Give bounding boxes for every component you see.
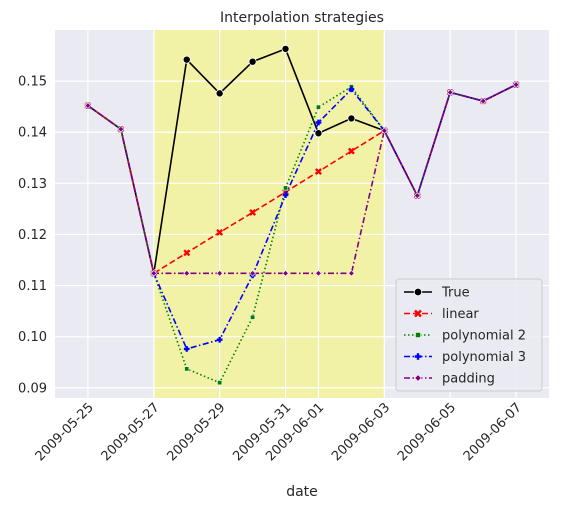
x-axis-label: date	[286, 484, 318, 500]
data-point	[348, 270, 355, 277]
data-point	[215, 89, 224, 98]
data-point	[381, 127, 388, 134]
data-point	[182, 55, 191, 64]
data-point	[314, 129, 323, 138]
data-point	[184, 366, 190, 372]
y-tick-label: 0.12	[18, 228, 47, 243]
data-point	[248, 57, 257, 66]
series-line	[87, 83, 517, 350]
legend-entry: polynomial 2	[442, 329, 526, 344]
data-point	[183, 270, 191, 277]
data-point	[117, 125, 125, 133]
y-tick-label: 0.13	[18, 177, 47, 192]
data-point	[413, 192, 421, 199]
series-layer	[83, 44, 521, 386]
data-point	[446, 89, 454, 96]
x-tick-label: 2009-05-29	[164, 400, 228, 464]
data-point	[415, 332, 421, 338]
y-tick-labels: 0.09 0.10 0.11 0.12 0.13 0.14 0.15	[18, 75, 47, 397]
x-tick-label: 2009-05-27	[99, 400, 163, 464]
data-point	[217, 380, 223, 386]
data-point	[315, 104, 321, 110]
data-point	[512, 81, 520, 88]
x-tick-label: 2009-06-07	[461, 400, 525, 464]
x-tick-label: 2009-06-05	[395, 400, 459, 464]
series-line	[87, 83, 517, 275]
data-point	[249, 209, 257, 216]
data-point	[281, 44, 290, 53]
data-point	[347, 114, 356, 123]
data-point	[249, 270, 256, 277]
data-point	[84, 102, 92, 109]
data-point	[414, 374, 422, 382]
data-point	[315, 119, 322, 126]
data-point	[183, 346, 190, 352]
data-point	[315, 270, 322, 277]
data-point	[283, 185, 289, 191]
data-point	[282, 270, 289, 277]
data-point	[216, 228, 224, 236]
data-point	[347, 147, 355, 155]
legend-entry: True	[441, 286, 470, 301]
legend-entry: linear	[442, 307, 479, 322]
legend-box	[395, 278, 543, 392]
data-point	[216, 270, 223, 277]
legend-entry: padding	[442, 372, 495, 387]
chart-title: Interpolation strategies	[220, 10, 384, 26]
series-line	[87, 83, 517, 384]
legend-entry: polynomial 3	[442, 350, 526, 365]
data-point	[348, 86, 355, 93]
x-tick-labels: 2009-05-25 2009-05-27 2009-05-29 2009-05-31…	[33, 400, 525, 464]
y-tick-label: 0.10	[18, 330, 47, 345]
data-point	[183, 249, 191, 257]
data-point	[216, 336, 223, 343]
data-point	[282, 192, 289, 198]
legend: True linear polynomial 2 polynomial 3 paddin…	[395, 278, 543, 392]
series-padding	[84, 81, 520, 277]
data-point	[150, 270, 158, 277]
y-tick-label: 0.09	[18, 381, 47, 396]
data-point	[315, 168, 322, 176]
data-point	[414, 353, 422, 360]
y-tick-label: 0.14	[18, 126, 47, 141]
data-point	[479, 97, 487, 105]
x-tick-label: 2009-05-25	[33, 400, 97, 464]
y-tick-label: 0.11	[18, 279, 47, 294]
x-tick-label: 2009-06-03	[329, 400, 393, 464]
y-tick-label: 0.15	[18, 75, 47, 90]
data-point	[414, 309, 422, 318]
data-point	[250, 314, 256, 320]
data-point	[413, 287, 423, 297]
